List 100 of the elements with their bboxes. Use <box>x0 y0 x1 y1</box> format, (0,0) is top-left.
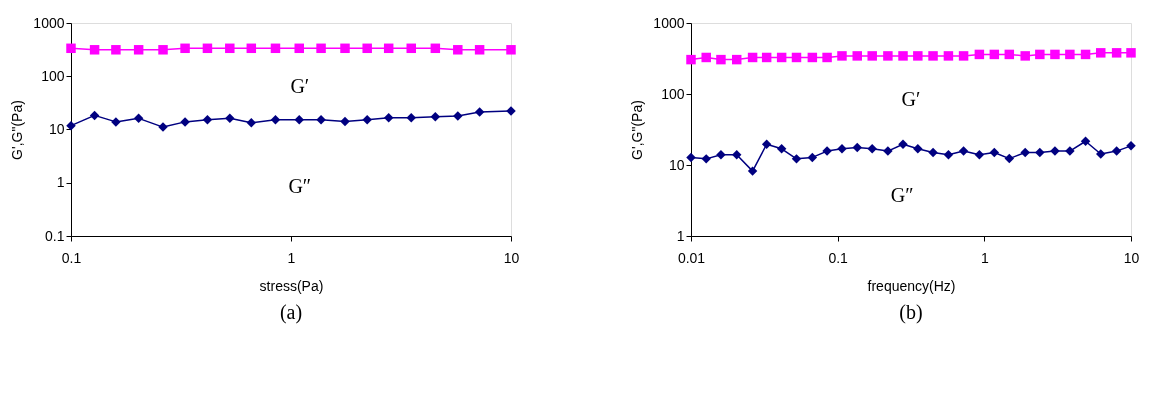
y-axis-title: G',G"(Pa) <box>629 100 646 160</box>
point <box>776 52 787 63</box>
point <box>340 116 350 127</box>
point <box>406 113 416 123</box>
point <box>362 115 372 125</box>
point <box>1020 51 1030 61</box>
x-tick-label: 10 <box>1123 249 1140 266</box>
x-tick-label: 0.1 <box>828 249 849 266</box>
point <box>776 144 787 154</box>
point <box>1020 147 1030 158</box>
point <box>701 154 711 164</box>
point <box>913 51 923 61</box>
point <box>133 45 144 55</box>
point <box>225 43 235 54</box>
point <box>202 43 213 54</box>
point <box>294 43 304 54</box>
point <box>1126 48 1136 58</box>
y-tick-label: 100 <box>661 85 685 102</box>
point <box>246 43 257 54</box>
point <box>701 52 711 63</box>
point <box>791 52 802 63</box>
x-tick-label: 1 <box>287 249 296 266</box>
x-axis-title: frequency(Hz) <box>867 277 956 294</box>
point <box>913 144 923 154</box>
y-tick-label: 100 <box>41 67 65 84</box>
point <box>747 166 758 176</box>
x-tick-label: 0.1 <box>61 249 82 266</box>
point <box>1035 49 1045 60</box>
point <box>246 117 257 128</box>
point <box>453 111 463 121</box>
point <box>270 115 281 125</box>
point <box>66 43 76 54</box>
x-tick-label: 10 <box>503 249 520 266</box>
y-tick-label: 1000 <box>653 14 685 31</box>
y-tick-label: 10 <box>48 121 65 137</box>
point <box>958 51 969 61</box>
point <box>270 43 281 54</box>
point <box>837 51 847 61</box>
point <box>1050 49 1060 60</box>
x-tick-label: 0.01 <box>677 249 706 266</box>
y-tick-label: 1 <box>676 227 685 244</box>
point <box>362 43 372 54</box>
point <box>383 113 394 123</box>
y-tick-label: 1 <box>56 174 65 191</box>
point <box>716 54 726 65</box>
point <box>807 52 818 63</box>
point <box>1096 149 1106 159</box>
point <box>1004 49 1015 60</box>
point <box>340 43 350 54</box>
point <box>1111 146 1122 156</box>
y-axis-title: G',G"(Pa) <box>9 100 26 160</box>
point <box>807 152 818 163</box>
point <box>852 142 862 153</box>
point <box>133 113 144 124</box>
point <box>883 51 893 61</box>
point <box>686 152 696 163</box>
point <box>406 43 416 54</box>
annotation: G′ <box>290 74 310 97</box>
annotation: G″ <box>288 175 312 198</box>
point <box>158 45 168 55</box>
point <box>474 107 485 117</box>
point <box>867 144 877 154</box>
point <box>225 113 235 124</box>
point <box>430 43 441 54</box>
point <box>1080 49 1091 60</box>
point <box>761 139 772 149</box>
point <box>66 120 76 131</box>
y-tick-label: 0.1 <box>45 227 65 244</box>
point <box>791 154 802 164</box>
point <box>1035 147 1045 158</box>
point <box>89 110 100 121</box>
point <box>89 45 100 55</box>
point <box>989 147 1000 158</box>
point <box>453 45 463 55</box>
x-axis-title: stress(Pa) <box>259 277 324 294</box>
annotation: G″ <box>890 183 914 206</box>
point <box>761 52 772 63</box>
point <box>731 150 742 160</box>
point <box>430 112 441 122</box>
annotation: G′ <box>901 87 921 110</box>
point <box>383 43 394 54</box>
point <box>1004 153 1015 164</box>
point <box>731 54 742 65</box>
point <box>898 51 908 61</box>
point <box>974 49 985 60</box>
point <box>1065 49 1075 60</box>
point <box>852 51 862 61</box>
point <box>294 115 304 125</box>
point <box>989 49 1000 60</box>
text: (a) <box>279 301 303 324</box>
text: (b) <box>899 301 923 324</box>
point <box>686 54 696 65</box>
point <box>180 43 190 54</box>
y-tick-label: 1000 <box>33 14 65 31</box>
point <box>974 150 985 160</box>
point <box>1080 136 1091 146</box>
point <box>928 147 938 158</box>
y-tick-label: 10 <box>668 156 685 173</box>
point <box>928 51 938 61</box>
point <box>316 115 326 125</box>
